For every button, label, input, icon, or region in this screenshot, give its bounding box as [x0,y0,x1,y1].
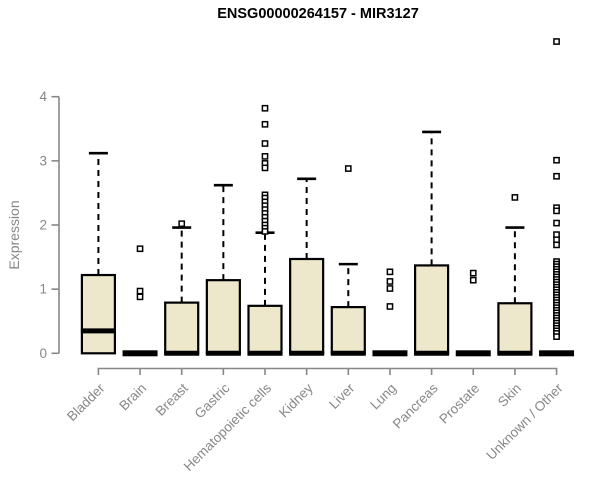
box-liver [330,306,366,355]
outlier-point-brain [136,293,144,301]
x-tick-label: Bladder [64,380,108,424]
x-tick-label: Skin [495,381,524,410]
outlier-point-unknown-other [553,219,560,227]
x-tick-label: Prostate [436,381,482,427]
box-bladder [80,273,117,355]
chart-title: ENSG00000264157 - MIR3127 [217,6,419,22]
outlier-point-lung [386,278,394,285]
collapsed-box-lung [372,350,408,357]
x-tick-label: Unknown / Other [483,380,566,463]
outlier-point-lung [386,303,394,310]
collapsed-box-prostate [455,350,491,357]
outlier-point-unknown-other [553,333,560,340]
box-pancreas [414,264,450,355]
y-tick-label: 0 [39,346,47,361]
y-tick-label: 1 [39,282,47,297]
outlier-point-hematopoietic-cells [261,104,269,112]
box-kidney [289,257,325,355]
outlier-point-lung [386,268,394,276]
outlier-point-unknown-other [553,156,560,164]
y-tick-label: 4 [39,89,47,104]
outlier-point-hematopoietic-cells [261,140,269,147]
outlier-point-unknown-other [553,38,560,45]
outlier-point-unknown-other [553,207,560,215]
x-tick-label: Lung [367,381,399,413]
outlier-point-unknown-other [553,172,560,180]
x-tick-label: Liver [326,380,358,412]
outlier-point-skin [511,194,519,201]
box-gastric [205,279,241,355]
outlier-point-prostate [469,276,477,284]
y-tick-label: 3 [39,153,47,168]
y-tick-label: 2 [39,218,47,233]
x-tick-label: Kidney [276,380,316,420]
outlier-point-brain [136,287,144,295]
x-tick-label: Gastric [192,380,233,421]
box-skin [497,302,533,355]
x-tick-label: Brain [116,381,149,414]
outlier-point-breast [178,220,186,228]
collapsed-box-unknown-other [539,350,575,357]
outlier-point-hematopoietic-cells [261,164,269,172]
box-breast [164,301,200,355]
outlier-point-prostate [469,269,477,277]
x-tick-label: Breast [153,380,191,418]
x-tick-label: Pancreas [390,380,441,431]
outlier-point-lung [386,285,394,292]
outlier-point-hematopoietic-cells [261,153,269,160]
collapsed-box-brain [122,350,158,357]
outlier-point-hematopoietic-cells [261,228,269,235]
outlier-point-hematopoietic-cells [261,120,269,128]
outlier-point-brain [136,245,144,253]
box-hematopoietic-cells [247,304,283,355]
outlier-point-liver [344,165,352,172]
outlier-point-unknown-other [553,241,560,249]
